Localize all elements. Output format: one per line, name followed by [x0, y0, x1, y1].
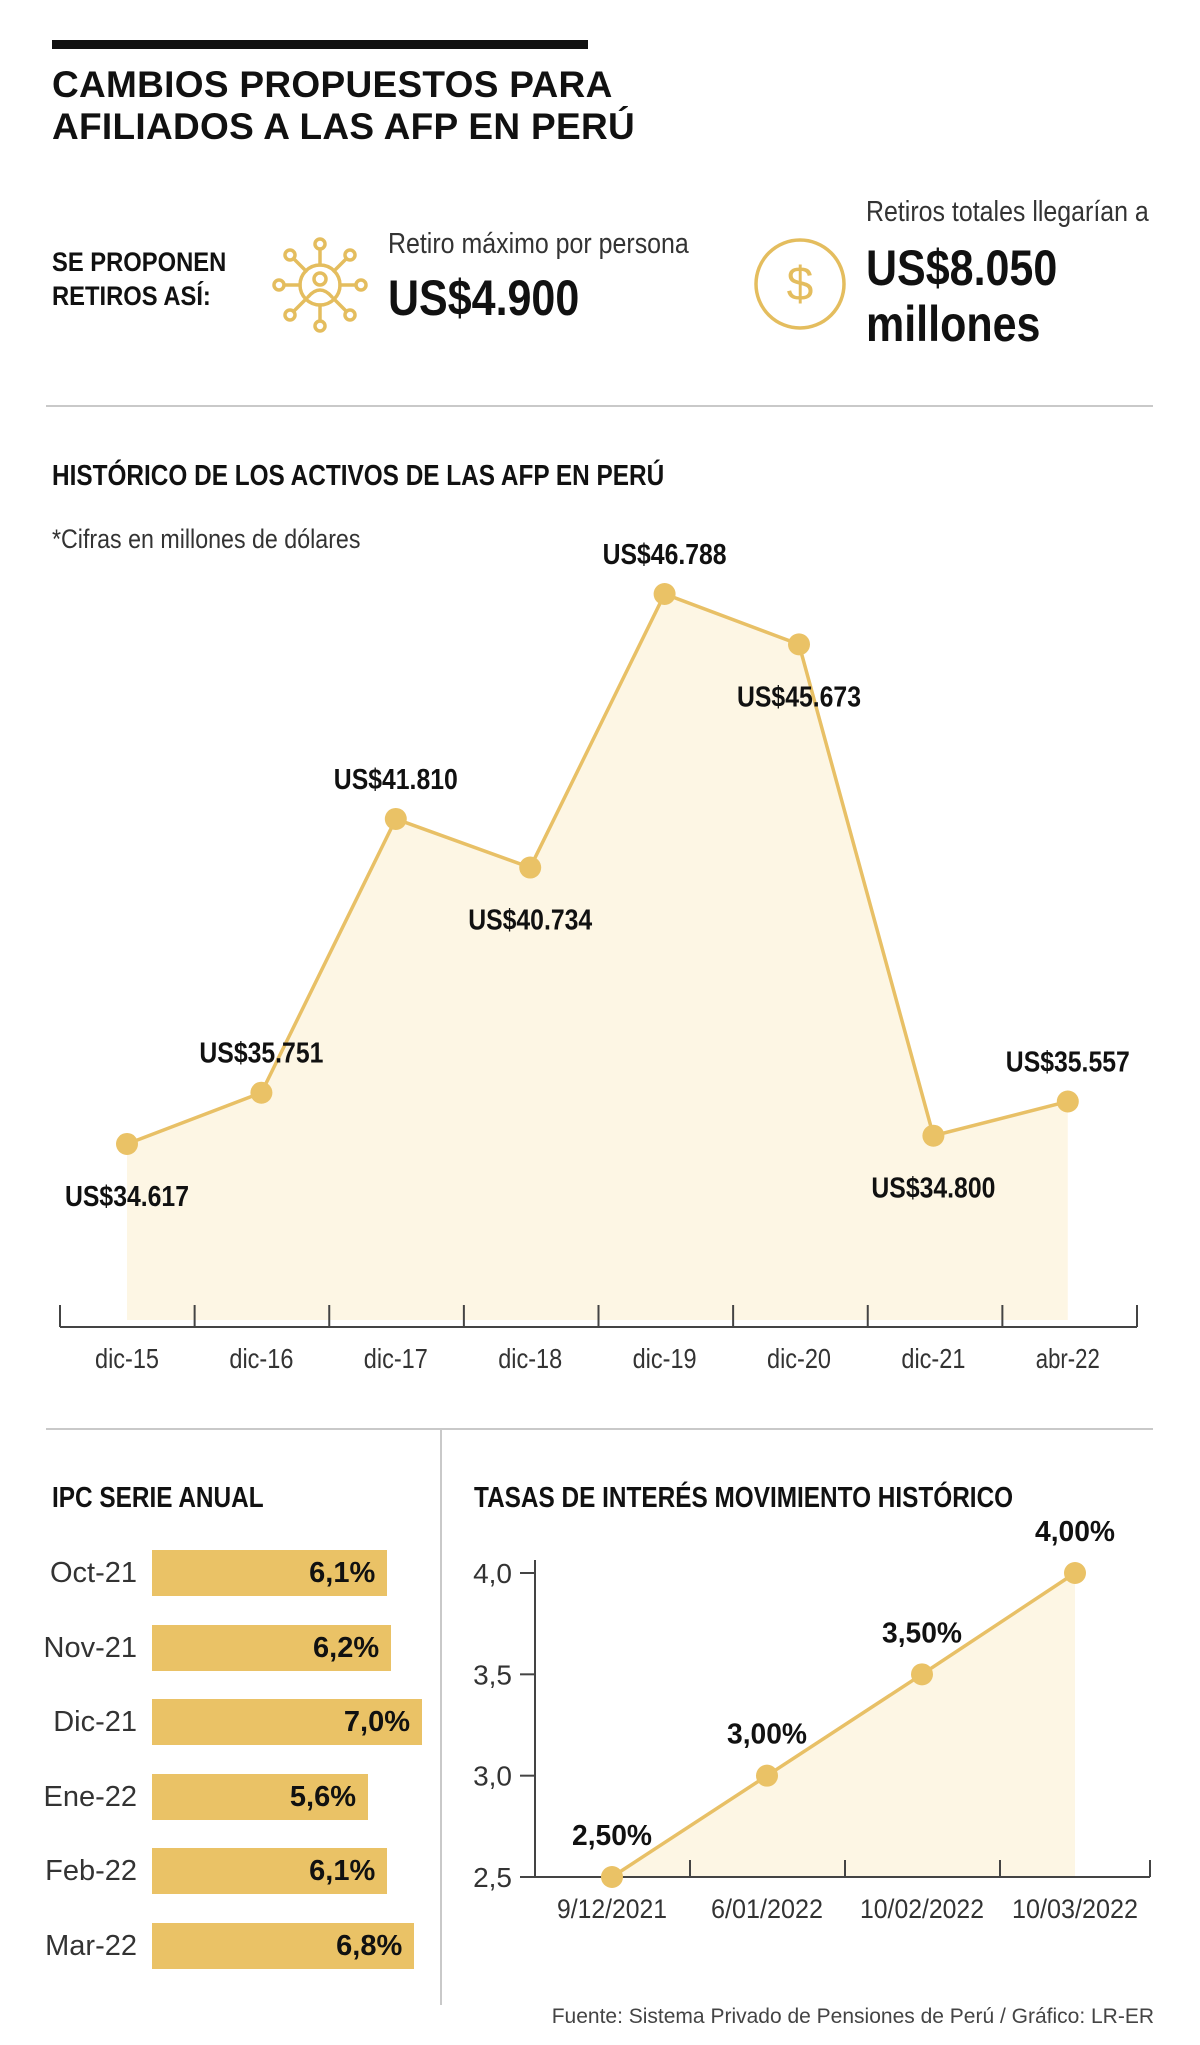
- rates-area: [612, 1573, 1075, 1877]
- rates-point-6/01/2022: [756, 1764, 778, 1787]
- rates-data-label: 4,00%: [1035, 1516, 1115, 1548]
- rates-y-tick-label: 4,0: [473, 1558, 512, 1589]
- ipc-bar-Dic-21: 7,0%: [152, 1699, 422, 1745]
- assets-data-label: US$34.800: [871, 1173, 995, 1205]
- rates-x-label: 9/12/2021: [557, 1894, 667, 1924]
- assets-category-label: dic-19: [633, 1343, 697, 1374]
- assets-point-dic-15: [116, 1132, 138, 1155]
- title-bar: [52, 40, 588, 49]
- rates-x-label: 10/02/2022: [860, 1894, 984, 1924]
- proposal-label: SE PROPONEN RETIROS ASÍ:: [52, 245, 226, 313]
- ipc-row: Mar-22 6,8%: [0, 1922, 440, 1969]
- ipc-value-label: 6,1%: [309, 1855, 376, 1887]
- proposal-label-line-1: SE PROPONEN: [52, 247, 227, 277]
- assets-line: [126, 591, 1069, 1146]
- network-person-icon: [272, 237, 368, 333]
- ipc-bar-Oct-21: 6,1%: [152, 1550, 388, 1596]
- ipc-category-label: Nov-21: [43, 1631, 138, 1664]
- section-divider-2: [46, 1428, 1153, 1430]
- assets-chart-title: HISTÓRICO DE LOS ACTIVOS DE LAS AFP EN P…: [52, 460, 665, 492]
- ipc-row: Dic-21 7,0%: [0, 1699, 440, 1745]
- rates-x-label: 6/01/2022: [711, 1894, 823, 1924]
- rates-y-tick-label: 3,0: [473, 1761, 512, 1792]
- rates-y-tick-label: 3,5: [473, 1659, 512, 1690]
- ipc-category-label: Mar-22: [45, 1929, 137, 1962]
- assets-data-label: US$35.751: [199, 1038, 323, 1070]
- rates-data-label: 3,00%: [727, 1719, 807, 1751]
- rates-x-label: 10/03/2022: [1012, 1894, 1138, 1924]
- assets-point-dic-21: [922, 1124, 945, 1147]
- per-person-value: US$4.900: [388, 270, 580, 326]
- assets-point-dic-20: [788, 633, 810, 656]
- assets-category-label: dic-16: [229, 1343, 293, 1374]
- ipc-value-label: 6,8%: [336, 1929, 403, 1962]
- title-line-2: AFILIADOS A LAS AFP EN PERÚ: [52, 106, 636, 147]
- section-divider: [46, 405, 1153, 407]
- assets-point-dic-18: [519, 856, 542, 879]
- assets-category-label: dic-18: [498, 1343, 562, 1374]
- ipc-value-label: 7,0%: [343, 1706, 410, 1738]
- ipc-bar-Mar-22: 6,8%: [152, 1922, 415, 1969]
- ipc-category-label: Feb-22: [45, 1855, 137, 1887]
- per-person-label: Retiro máximo por persona: [388, 228, 689, 260]
- ipc-bar-Feb-22: 6,1%: [152, 1848, 388, 1894]
- rates-point-10/03/2022: [1064, 1562, 1086, 1584]
- ipc-row: Nov-21 6,2%: [0, 1624, 440, 1671]
- ipc-row: Ene-22 5,6%: [0, 1773, 440, 1820]
- rates-line: [611, 1571, 1076, 1879]
- rates-chart: 4,0 3,5 3,0 2,5 2,50% 9/12/2021 3,00% 6/01/2022…: [473, 1516, 1151, 1924]
- assets-chart: US$34.617 dic-15 US$35.751 dic-16 US$41.810 d…: [59, 539, 1138, 1374]
- ipc-chart-title: IPC SERIE ANUAL: [52, 1482, 264, 1514]
- rates-y-tick-label: 2,5: [473, 1862, 512, 1893]
- ipc-row: Feb-22 6,1%: [0, 1848, 440, 1894]
- ipc-row: Oct-21 6,1%: [0, 1550, 440, 1596]
- ipc-value-label: 6,2%: [313, 1631, 380, 1664]
- assets-category-label: dic-21: [901, 1343, 965, 1374]
- title-line-1: CAMBIOS PROPUESTOS PARA: [52, 64, 613, 105]
- assets-point-dic-17: [384, 807, 407, 830]
- total-value-line-1: US$8.050: [866, 240, 1058, 296]
- assets-data-label: US$41.810: [334, 764, 458, 796]
- ipc-bar-Ene-22: 5,6%: [152, 1773, 368, 1820]
- assets-data-label: US$34.617: [65, 1181, 189, 1213]
- rates-point-9/12/2021: [601, 1866, 623, 1888]
- assets-area: [127, 594, 1068, 1320]
- assets-category-label: dic-20: [767, 1343, 831, 1374]
- rates-data-label: 2,50%: [572, 1820, 652, 1852]
- assets-point-abr-22: [1056, 1090, 1079, 1113]
- rates-chart-title: TASAS DE INTERÉS MOVIMIENTO HISTÓRICO: [474, 1482, 1014, 1514]
- assets-point-dic-19: [653, 583, 676, 605]
- ipc-category-label: Ene-22: [43, 1780, 137, 1813]
- dollar-coin-icon: $: [754, 238, 846, 330]
- ipc-category-label: Dic-21: [53, 1706, 137, 1738]
- assets-chart-note: *Cifras en millones de dólares: [52, 524, 361, 554]
- ipc-value-label: 6,1%: [309, 1557, 376, 1589]
- ipc-bar-Nov-21: 6,2%: [152, 1624, 392, 1671]
- total-value-line-2: millones: [866, 296, 1041, 352]
- assets-category-label: abr-22: [1036, 1343, 1100, 1374]
- assets-data-label: US$40.734: [468, 905, 592, 937]
- assets-category-label: dic-15: [95, 1343, 159, 1374]
- rates-point-10/02/2022: [911, 1663, 933, 1686]
- assets-data-label: US$35.557: [1006, 1046, 1130, 1078]
- ipc-category-label: Oct-21: [49, 1557, 137, 1589]
- assets-data-label: US$45.673: [737, 681, 861, 713]
- source-note: Fuente: Sistema Privado de Pensiones de …: [551, 2005, 1154, 2028]
- total-label: Retiros totales llegarían a: [866, 196, 1149, 228]
- rates-data-label: 3,50%: [882, 1617, 962, 1649]
- page-title: CAMBIOS PROPUESTOS PARA AFILIADOS A LAS …: [52, 64, 635, 148]
- svg-text:$: $: [787, 258, 814, 311]
- ipc-chart: Oct-21 6,1% Nov-21 6,2% Dic-21 7,0% Ene-22 5,6%…: [0, 0, 440, 2000]
- assets-data-label: US$46.788: [603, 539, 727, 571]
- proposal-label-line-2: RETIROS ASÍ:: [52, 281, 211, 311]
- total-value: US$8.050 millones: [866, 240, 1057, 352]
- ipc-value-label: 5,6%: [289, 1780, 356, 1813]
- assets-point-dic-16: [250, 1081, 273, 1104]
- section-divider-vertical: [440, 1428, 442, 2005]
- assets-category-label: dic-17: [364, 1343, 428, 1374]
